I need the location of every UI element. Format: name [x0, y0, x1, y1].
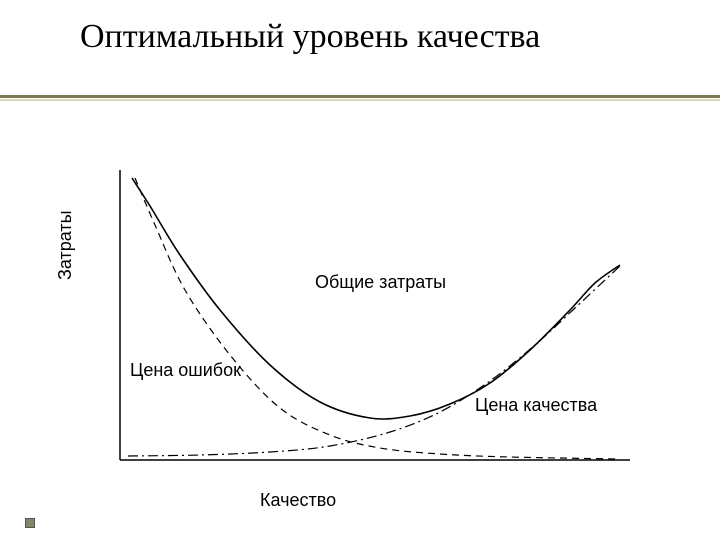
- label-error-cost: Цена ошибок: [130, 360, 241, 381]
- chart-area: Общие затраты Цена ошибок Цена качества: [80, 170, 640, 470]
- label-quality-cost: Цена качества: [475, 395, 597, 416]
- curve-total-cost: [132, 178, 620, 419]
- slide-title: Оптимальный уровень качества: [80, 18, 540, 56]
- divider-light: [0, 99, 720, 101]
- curve-error-cost: [135, 178, 620, 459]
- x-axis-label: Качество: [260, 490, 336, 511]
- chart-svg: [80, 170, 640, 470]
- divider-dark: [0, 95, 720, 98]
- slide: Оптимальный уровень качества Затраты Общ…: [0, 0, 720, 540]
- footer-marker-icon: [25, 518, 35, 528]
- y-axis-label: Затраты: [55, 210, 76, 280]
- label-total-cost: Общие затраты: [315, 272, 446, 293]
